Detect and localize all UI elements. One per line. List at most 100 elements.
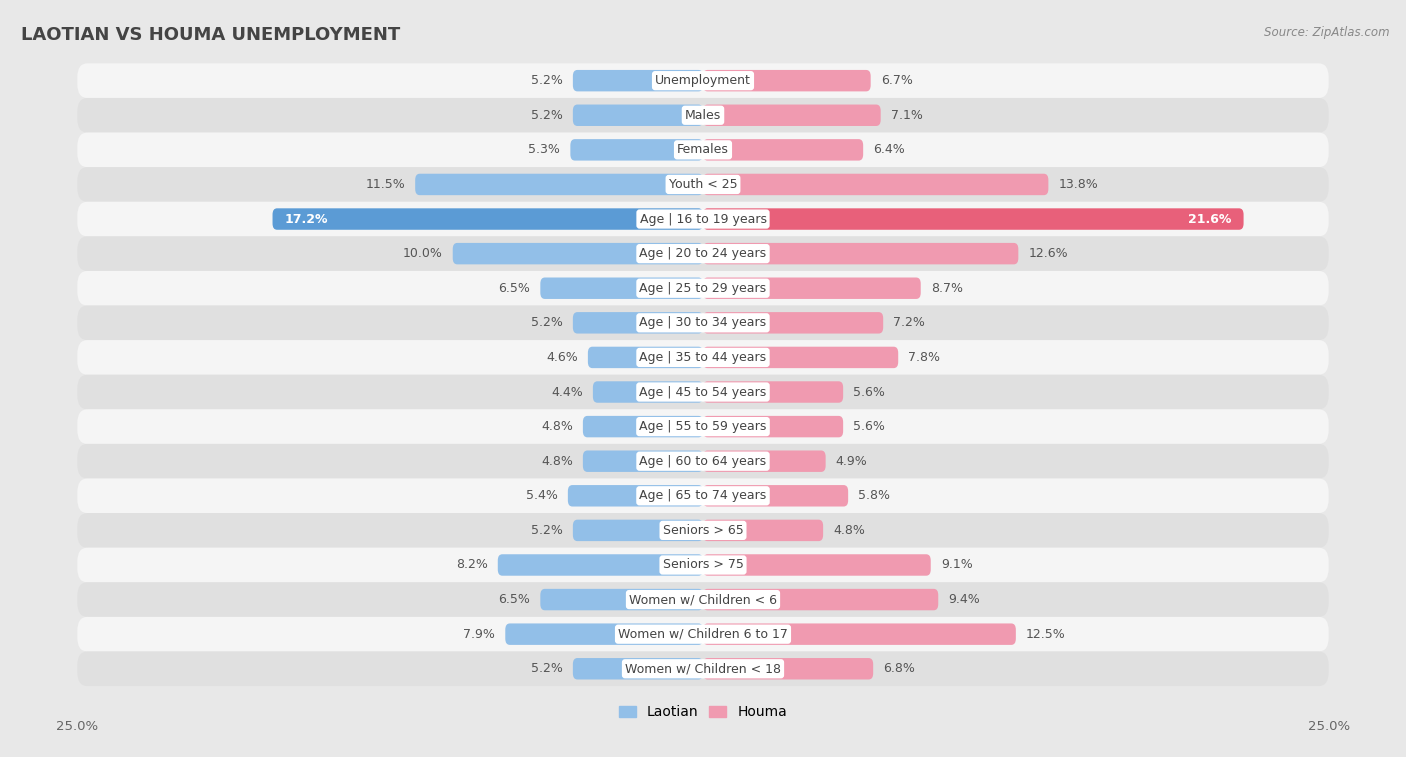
FancyBboxPatch shape bbox=[593, 382, 703, 403]
Text: Age | 25 to 29 years: Age | 25 to 29 years bbox=[640, 282, 766, 294]
FancyBboxPatch shape bbox=[703, 173, 1049, 195]
Text: 8.2%: 8.2% bbox=[456, 559, 488, 572]
Text: Age | 20 to 24 years: Age | 20 to 24 years bbox=[640, 247, 766, 260]
Text: Females: Females bbox=[678, 143, 728, 157]
FancyBboxPatch shape bbox=[572, 658, 703, 680]
Text: 4.9%: 4.9% bbox=[835, 455, 868, 468]
FancyBboxPatch shape bbox=[77, 64, 1329, 98]
FancyBboxPatch shape bbox=[77, 271, 1329, 306]
Text: 17.2%: 17.2% bbox=[285, 213, 329, 226]
Text: Women w/ Children 6 to 17: Women w/ Children 6 to 17 bbox=[619, 628, 787, 640]
FancyBboxPatch shape bbox=[703, 450, 825, 472]
Text: Age | 30 to 34 years: Age | 30 to 34 years bbox=[640, 316, 766, 329]
Text: 9.4%: 9.4% bbox=[948, 593, 980, 606]
Text: Seniors > 75: Seniors > 75 bbox=[662, 559, 744, 572]
FancyBboxPatch shape bbox=[77, 340, 1329, 375]
Text: 6.5%: 6.5% bbox=[499, 282, 530, 294]
Text: 5.2%: 5.2% bbox=[531, 109, 562, 122]
Text: 10.0%: 10.0% bbox=[404, 247, 443, 260]
Text: 8.7%: 8.7% bbox=[931, 282, 963, 294]
Text: Women w/ Children < 18: Women w/ Children < 18 bbox=[626, 662, 780, 675]
Text: 5.4%: 5.4% bbox=[526, 489, 558, 503]
FancyBboxPatch shape bbox=[77, 513, 1329, 547]
Text: Age | 60 to 64 years: Age | 60 to 64 years bbox=[640, 455, 766, 468]
FancyBboxPatch shape bbox=[77, 547, 1329, 582]
Text: LAOTIAN VS HOUMA UNEMPLOYMENT: LAOTIAN VS HOUMA UNEMPLOYMENT bbox=[21, 26, 401, 45]
FancyBboxPatch shape bbox=[77, 98, 1329, 132]
Text: 7.1%: 7.1% bbox=[891, 109, 922, 122]
Text: 5.2%: 5.2% bbox=[531, 74, 562, 87]
FancyBboxPatch shape bbox=[77, 617, 1329, 652]
Text: Youth < 25: Youth < 25 bbox=[669, 178, 737, 191]
FancyBboxPatch shape bbox=[703, 208, 1243, 230]
FancyBboxPatch shape bbox=[77, 375, 1329, 410]
FancyBboxPatch shape bbox=[572, 519, 703, 541]
Text: 7.2%: 7.2% bbox=[893, 316, 925, 329]
FancyBboxPatch shape bbox=[568, 485, 703, 506]
Text: Age | 55 to 59 years: Age | 55 to 59 years bbox=[640, 420, 766, 433]
FancyBboxPatch shape bbox=[77, 202, 1329, 236]
Text: 9.1%: 9.1% bbox=[941, 559, 973, 572]
Text: 6.5%: 6.5% bbox=[499, 593, 530, 606]
FancyBboxPatch shape bbox=[77, 582, 1329, 617]
Text: 6.7%: 6.7% bbox=[880, 74, 912, 87]
FancyBboxPatch shape bbox=[571, 139, 703, 160]
FancyBboxPatch shape bbox=[588, 347, 703, 368]
FancyBboxPatch shape bbox=[77, 132, 1329, 167]
Text: 13.8%: 13.8% bbox=[1059, 178, 1098, 191]
FancyBboxPatch shape bbox=[583, 416, 703, 438]
Text: 7.9%: 7.9% bbox=[464, 628, 495, 640]
FancyBboxPatch shape bbox=[703, 347, 898, 368]
Text: Age | 45 to 54 years: Age | 45 to 54 years bbox=[640, 385, 766, 398]
FancyBboxPatch shape bbox=[77, 167, 1329, 202]
Text: 5.6%: 5.6% bbox=[853, 385, 884, 398]
Text: 4.8%: 4.8% bbox=[541, 420, 572, 433]
FancyBboxPatch shape bbox=[77, 444, 1329, 478]
FancyBboxPatch shape bbox=[77, 410, 1329, 444]
Text: Seniors > 65: Seniors > 65 bbox=[662, 524, 744, 537]
Text: 25.0%: 25.0% bbox=[1308, 720, 1350, 733]
Text: 6.4%: 6.4% bbox=[873, 143, 905, 157]
FancyBboxPatch shape bbox=[453, 243, 703, 264]
FancyBboxPatch shape bbox=[703, 519, 823, 541]
Text: 6.8%: 6.8% bbox=[883, 662, 915, 675]
FancyBboxPatch shape bbox=[703, 589, 938, 610]
Text: 5.2%: 5.2% bbox=[531, 316, 562, 329]
FancyBboxPatch shape bbox=[505, 624, 703, 645]
FancyBboxPatch shape bbox=[703, 243, 1018, 264]
Text: 5.2%: 5.2% bbox=[531, 662, 562, 675]
Text: 4.8%: 4.8% bbox=[541, 455, 572, 468]
FancyBboxPatch shape bbox=[572, 312, 703, 334]
Legend: Laotian, Houma: Laotian, Houma bbox=[613, 699, 793, 725]
FancyBboxPatch shape bbox=[703, 658, 873, 680]
Text: 4.8%: 4.8% bbox=[834, 524, 865, 537]
FancyBboxPatch shape bbox=[703, 104, 880, 126]
FancyBboxPatch shape bbox=[415, 173, 703, 195]
Text: 5.6%: 5.6% bbox=[853, 420, 884, 433]
Text: Source: ZipAtlas.com: Source: ZipAtlas.com bbox=[1264, 26, 1389, 39]
Text: 5.8%: 5.8% bbox=[858, 489, 890, 503]
FancyBboxPatch shape bbox=[703, 382, 844, 403]
Text: 5.2%: 5.2% bbox=[531, 524, 562, 537]
FancyBboxPatch shape bbox=[77, 652, 1329, 686]
Text: Males: Males bbox=[685, 109, 721, 122]
Text: Age | 35 to 44 years: Age | 35 to 44 years bbox=[640, 351, 766, 364]
FancyBboxPatch shape bbox=[703, 139, 863, 160]
Text: 7.8%: 7.8% bbox=[908, 351, 941, 364]
FancyBboxPatch shape bbox=[583, 450, 703, 472]
Text: Unemployment: Unemployment bbox=[655, 74, 751, 87]
FancyBboxPatch shape bbox=[572, 104, 703, 126]
FancyBboxPatch shape bbox=[77, 306, 1329, 340]
FancyBboxPatch shape bbox=[703, 624, 1015, 645]
Text: 4.4%: 4.4% bbox=[551, 385, 583, 398]
Text: 5.3%: 5.3% bbox=[529, 143, 561, 157]
FancyBboxPatch shape bbox=[572, 70, 703, 92]
FancyBboxPatch shape bbox=[703, 70, 870, 92]
Text: Women w/ Children < 6: Women w/ Children < 6 bbox=[628, 593, 778, 606]
FancyBboxPatch shape bbox=[77, 236, 1329, 271]
FancyBboxPatch shape bbox=[703, 312, 883, 334]
Text: Age | 65 to 74 years: Age | 65 to 74 years bbox=[640, 489, 766, 503]
FancyBboxPatch shape bbox=[77, 478, 1329, 513]
FancyBboxPatch shape bbox=[498, 554, 703, 576]
FancyBboxPatch shape bbox=[540, 589, 703, 610]
